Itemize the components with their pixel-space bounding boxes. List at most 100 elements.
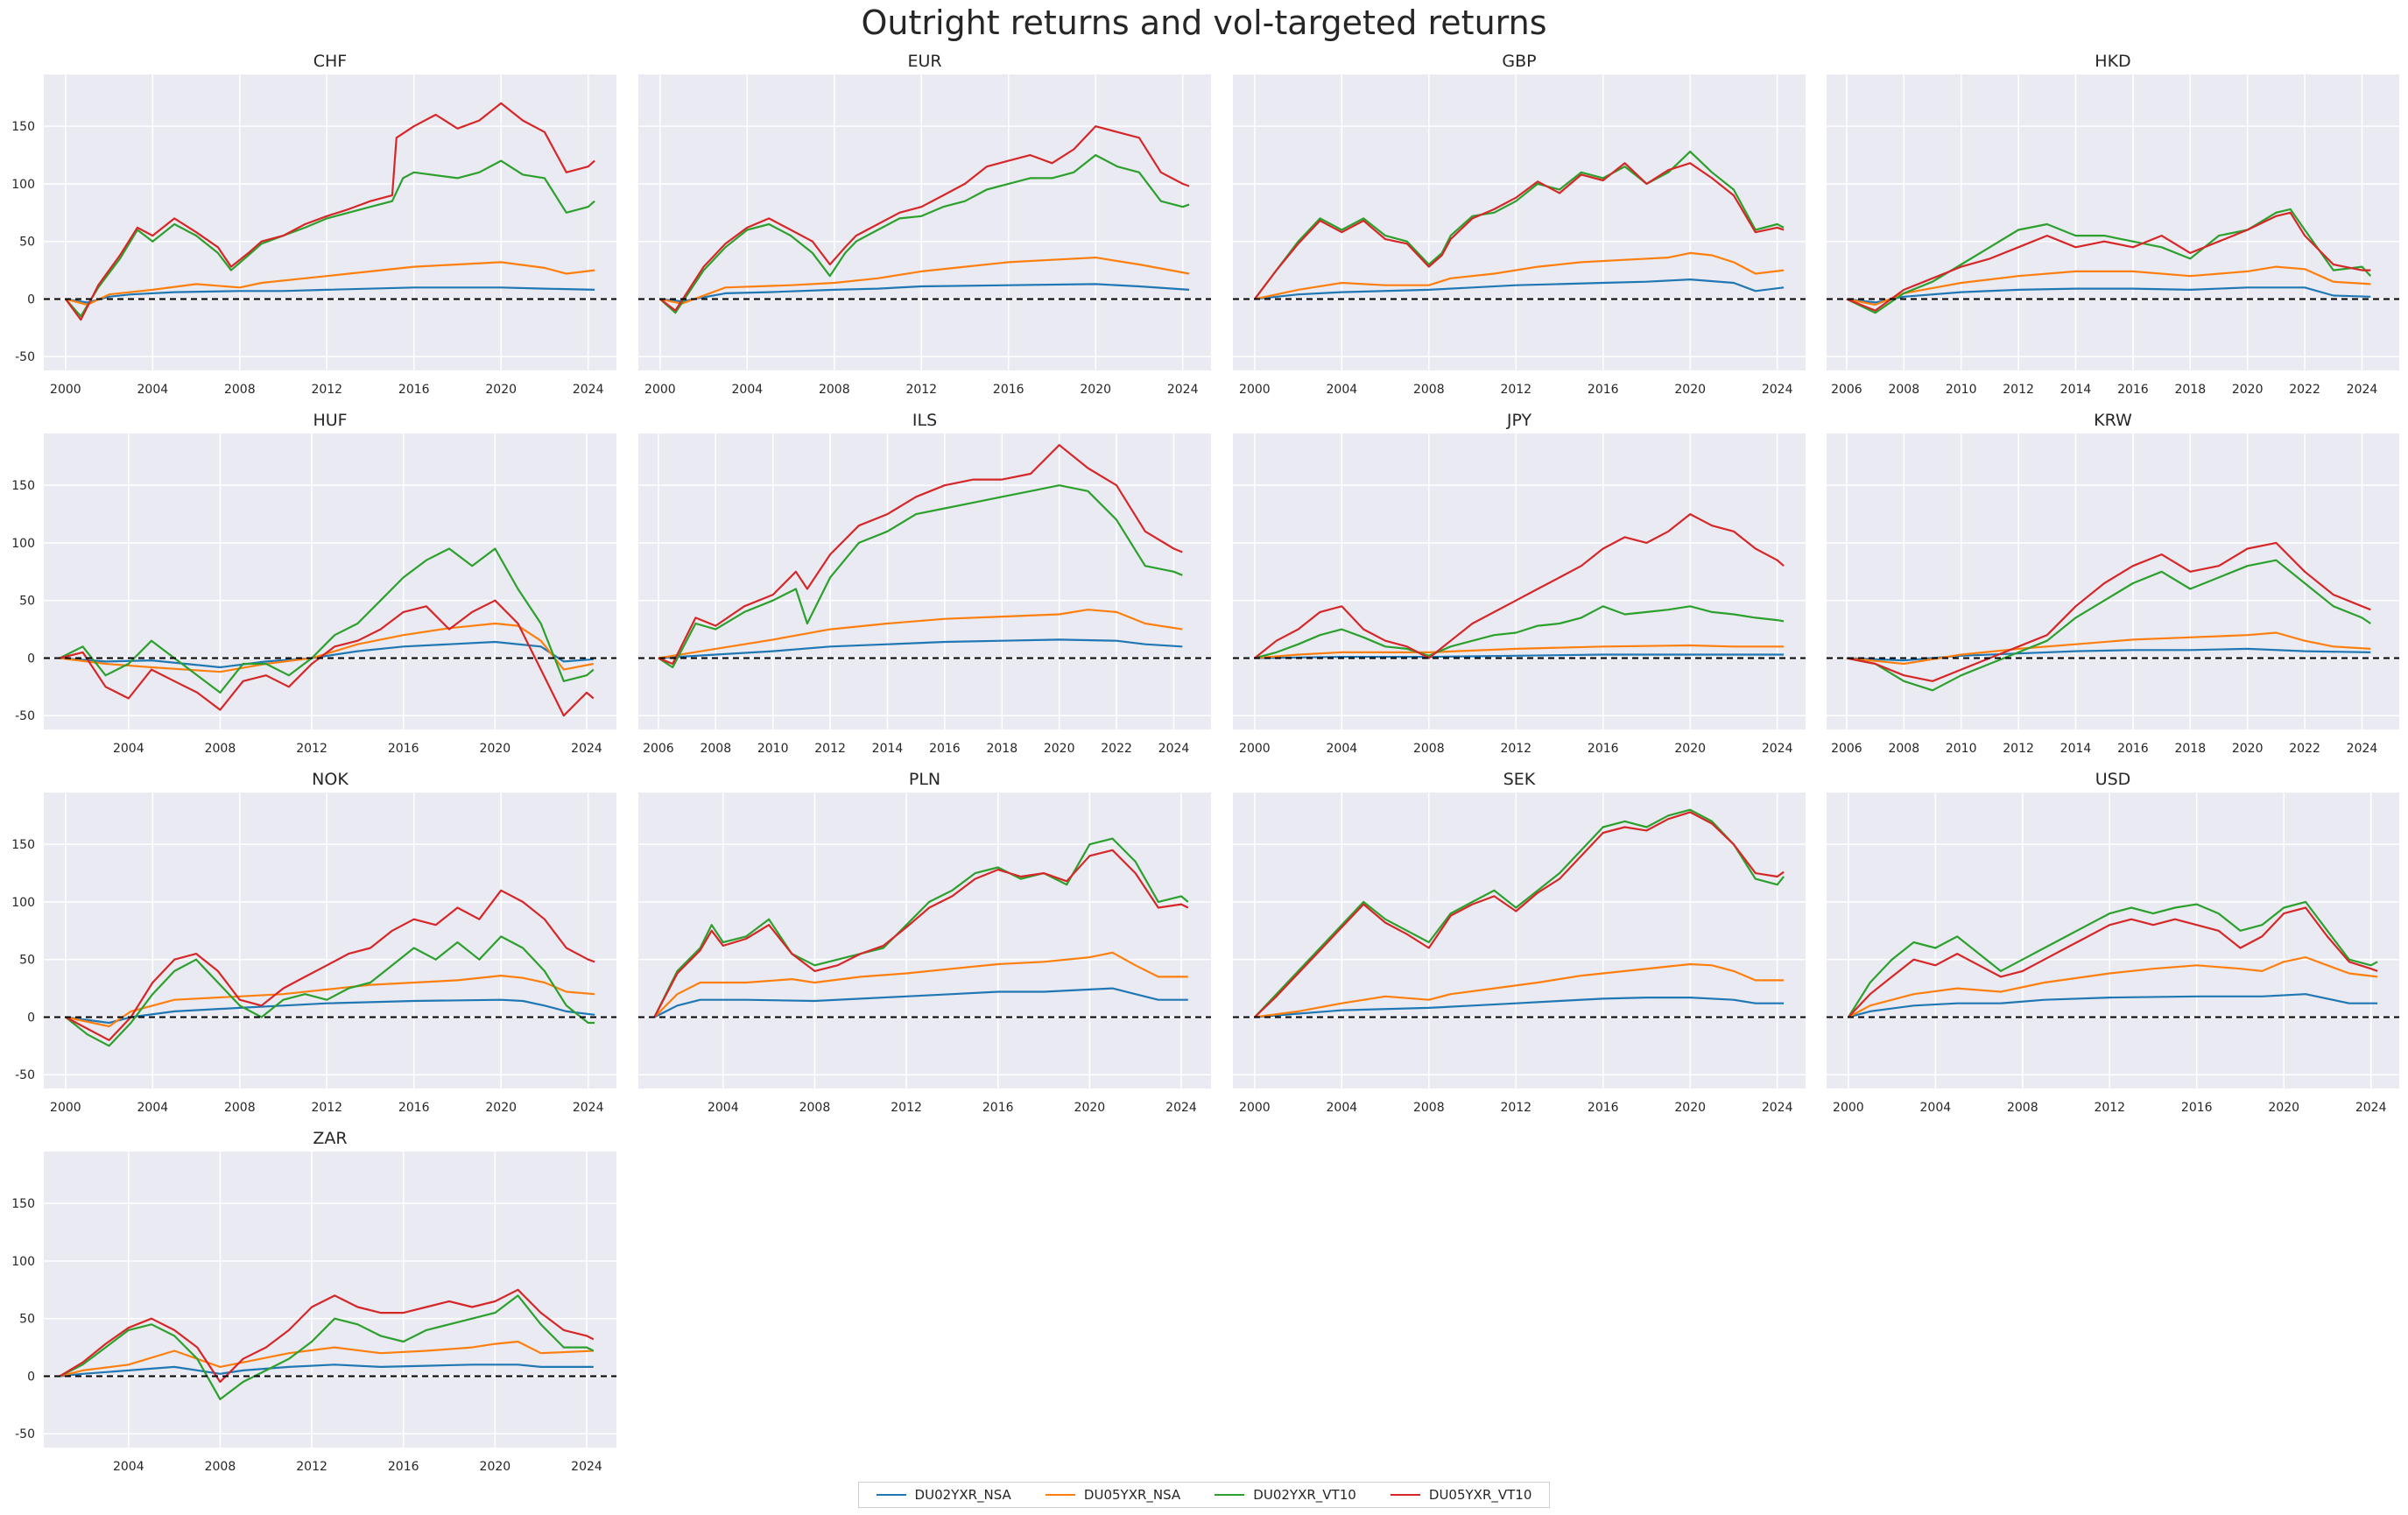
x-tick-label: 2000 (644, 383, 676, 397)
x-tick-label: 2016 (2181, 1101, 2213, 1115)
x-tick-label: 2020 (485, 383, 517, 397)
legend-swatch (1390, 1494, 1420, 1496)
series-line-du02yxr-vt10 (59, 1294, 595, 1400)
series-line-du05yxr-vt10 (60, 599, 595, 717)
x-tick-label: 2022 (2289, 383, 2320, 397)
y-tick-label: 100 (11, 1255, 35, 1269)
series-line-du02yxr-vt10 (1254, 605, 1785, 659)
series-line-du02yxr-nsa (1254, 996, 1785, 1018)
subplot-title: PLN (909, 770, 940, 789)
x-tick-label: 2024 (571, 742, 602, 756)
y-tick-label: 150 (11, 120, 35, 134)
x-tick-label: 2012 (2094, 1101, 2125, 1115)
series-line-du02yxr-nsa (653, 987, 1188, 1018)
x-tick-label: 2012 (1500, 742, 1531, 756)
x-tick-label: 2012 (2003, 383, 2034, 397)
x-tick-label: 2014 (872, 742, 904, 756)
x-tick-label: 2016 (929, 742, 961, 756)
x-tick-label: 2024 (571, 1460, 602, 1474)
x-tick-label: 2004 (1920, 1101, 1952, 1115)
series-line-du05yxr-nsa (65, 261, 595, 307)
plot-area (44, 1152, 616, 1448)
x-tick-label: 2020 (1080, 383, 1111, 397)
x-tick-label: 2006 (1831, 383, 1862, 397)
subplot-title: USD (2095, 770, 2131, 789)
subplot-title: NOK (312, 770, 349, 789)
plot-area (44, 74, 616, 370)
x-tick-label: 2016 (398, 1101, 430, 1115)
subplot-ils: ILS 2006 2008 2010 2012 2014 2016 2018 2020 2022 2… (638, 411, 1211, 756)
subplot-title: JPY (1506, 411, 1532, 430)
legend-swatch (1215, 1494, 1245, 1496)
subplot-pln: PLN 2004 2008 2012 2016 2020 2024 (638, 770, 1211, 1115)
series-line-du02yxr-vt10 (1254, 808, 1785, 1018)
x-tick-label: 2012 (2003, 742, 2034, 756)
y-tick-label: -50 (15, 350, 35, 364)
y-tick-label: -50 (15, 709, 35, 723)
x-tick-label: 2000 (1239, 383, 1271, 397)
x-tick-label: 2024 (1165, 1101, 1197, 1115)
subplot-title: HUF (313, 411, 347, 430)
series-line-du02yxr-vt10 (59, 547, 595, 694)
legend-label: DU05YXR_NSA (1083, 1487, 1181, 1503)
x-tick-label: 2004 (113, 742, 144, 756)
x-tick-label: 2022 (2289, 742, 2320, 756)
x-tick-label: 2020 (1044, 742, 1075, 756)
x-tick-label: 2012 (296, 742, 327, 756)
plot-area (1827, 793, 2399, 1089)
x-tick-label: 2008 (1413, 383, 1445, 397)
subplot-nok: NOK 2000 2004 2008 2012 2016 2020 2024 -50 0 50 100… (11, 770, 616, 1115)
x-tick-label: 2004 (708, 1101, 739, 1115)
series-line-du05yxr-nsa (1254, 962, 1785, 1018)
subplot-chf: CHF 2000 2004 2008 2012 2016 2020 2024 -50 0 50 100… (11, 52, 616, 397)
y-tick-label: 50 (19, 595, 35, 609)
x-tick-label: 2012 (814, 742, 846, 756)
legend-swatch (1045, 1494, 1075, 1496)
y-tick-label: 50 (19, 1313, 35, 1327)
series-line-du05yxr-nsa (60, 622, 595, 673)
figure-title: Outright returns and vol-targeted return… (861, 4, 1547, 42)
plot-area (44, 793, 616, 1089)
x-tick-label: 2016 (398, 383, 430, 397)
subplot-hkd: HKD 2006 2008 2010 2012 2014 2016 2018 2020 2022 2… (1827, 52, 2399, 397)
x-tick-label: 2012 (905, 383, 937, 397)
plot-area (638, 433, 1211, 729)
legend-label: DU05YXR_VT10 (1428, 1487, 1532, 1503)
y-tick-label: 100 (11, 178, 35, 192)
series-line-du05yxr-nsa (659, 257, 1190, 305)
x-tick-label: 2010 (1946, 383, 1977, 397)
series-line-du05yxr-nsa (65, 974, 595, 1028)
x-tick-label: 2016 (2117, 742, 2149, 756)
y-tick-label: 150 (11, 479, 35, 493)
series-line-du02yxr-nsa (1848, 993, 2378, 1018)
series-line-du02yxr-nsa (65, 286, 595, 304)
x-tick-label: 2000 (50, 383, 81, 397)
series-line-du05yxr-vt10 (653, 849, 1189, 1018)
subplot-gbp: GBP 2000 2004 2008 2012 2016 2020 2024 (1233, 52, 1806, 397)
plot-area (638, 793, 1211, 1089)
x-tick-label: 2024 (1158, 742, 1190, 756)
legend-item: DU05YXR_NSA (1045, 1487, 1181, 1503)
series-line-du02yxr-vt10 (1846, 559, 2371, 692)
series-line-du05yxr-vt10 (59, 1288, 595, 1384)
x-tick-label: 2016 (1588, 742, 1619, 756)
legend-label: DU02YXR_NSA (914, 1487, 1011, 1503)
series-line-du05yxr-nsa (1848, 955, 2378, 1018)
y-tick-label: 100 (11, 896, 35, 910)
subplot-title: KRW (2094, 411, 2132, 430)
x-tick-label: 2000 (1239, 1101, 1271, 1115)
x-tick-label: 2000 (1239, 742, 1271, 756)
subplot-title: ILS (912, 411, 937, 430)
subplot-usd: USD 2000 2004 2008 2012 2016 2020 2024 (1827, 770, 2399, 1115)
series-line-du05yxr-nsa (658, 609, 1183, 659)
x-tick-label: 2020 (480, 742, 511, 756)
series-line-du02yxr-nsa (60, 1364, 594, 1378)
y-tick-label: 0 (27, 652, 35, 666)
x-tick-label: 2004 (137, 383, 169, 397)
series-line-du02yxr-nsa (1254, 653, 1785, 659)
x-tick-label: 2008 (819, 383, 850, 397)
series-line-du05yxr-vt10 (1254, 162, 1785, 300)
x-tick-label: 2016 (1588, 1101, 1619, 1115)
x-tick-label: 2004 (1327, 383, 1358, 397)
x-tick-label: 2008 (1888, 742, 1919, 756)
